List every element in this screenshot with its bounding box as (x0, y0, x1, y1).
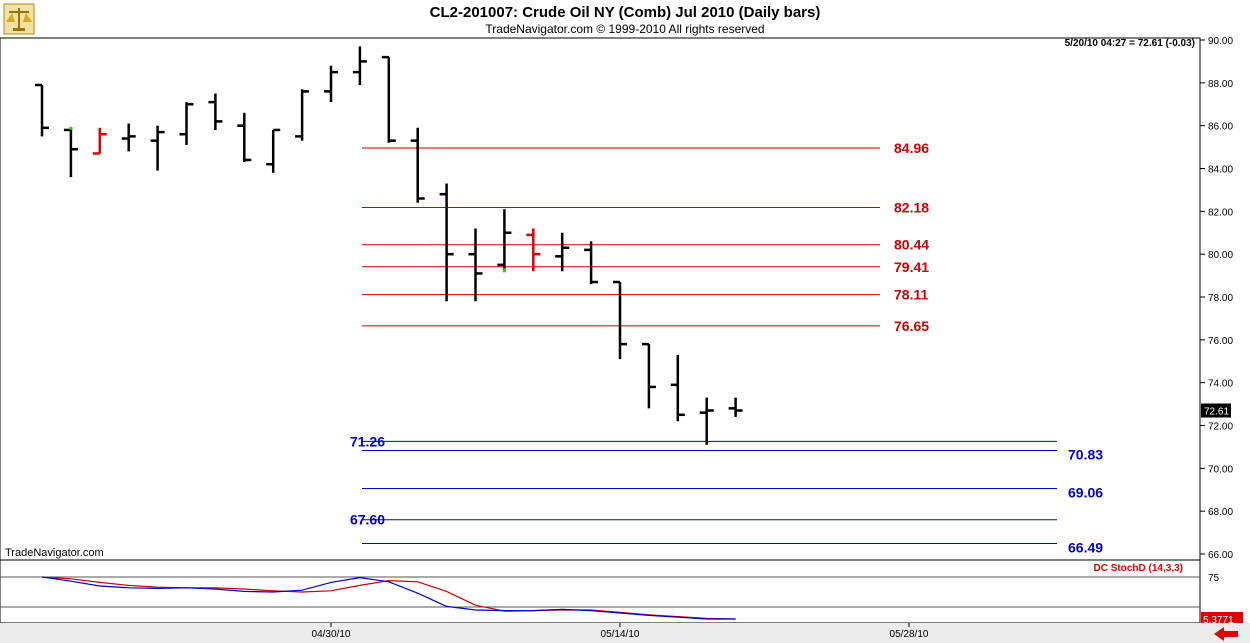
level-label: 84.96 (894, 140, 929, 156)
ohlc-bar (266, 128, 281, 173)
ohlc-bar (699, 397, 714, 445)
ohlc-bar (35, 83, 49, 137)
price-tick-label: 86.00 (1208, 122, 1233, 133)
time-axis-band (0, 623, 1250, 643)
price-levels: 84.96 82.18 80.44 79.41 78.11 76.65 71.26 70.83… (350, 140, 1103, 556)
price-tick-label: 84.00 (1208, 165, 1233, 176)
ohlc-bar (121, 123, 136, 152)
indicator-last-value: 5.3771 (1203, 615, 1234, 626)
ohlc-bar (613, 280, 627, 360)
level-label: 69.06 (1068, 484, 1103, 500)
signal-marker (69, 126, 73, 130)
stochastic-line (41, 576, 736, 620)
stochastic-line (41, 576, 736, 620)
level-label: 66.49 (1068, 540, 1103, 556)
price-bars (35, 46, 743, 445)
level-label: 67.60 (350, 512, 385, 528)
level-label: 71.26 (350, 433, 385, 449)
price-tick-label: 80.00 (1208, 250, 1233, 261)
ohlc-bar (439, 183, 454, 302)
ohlc-bar (670, 354, 685, 422)
ohlc-bar (641, 342, 656, 409)
indicator-lines (41, 576, 736, 620)
price-tick-label: 82.00 (1208, 207, 1233, 218)
last-price-tag: 72.61 (1201, 403, 1231, 418)
ohlc-bar (63, 126, 78, 178)
time-axis: 04/30/10 05/14/10 05/28/10 (312, 623, 929, 640)
chart-title: CL2-201007: Crude Oil NY (Comb) Jul 2010… (430, 4, 821, 21)
ohlc-bar (352, 46, 367, 85)
ohlc-bar (150, 125, 165, 171)
price-tick-label: 70.00 (1208, 464, 1233, 475)
copyright-text: TradeNavigator.com © 1999-2010 All right… (485, 22, 764, 36)
level-label: 76.65 (894, 318, 929, 334)
time-tick-label: 05/28/10 (890, 629, 929, 640)
ohlc-bar (208, 93, 223, 130)
watermark-text: TradeNavigator.com (5, 547, 104, 559)
indicator-panel (0, 559, 1201, 624)
time-tick-label: 04/30/10 (312, 629, 351, 640)
ohlc-bar (584, 241, 599, 285)
ohlc-bar (728, 397, 743, 417)
time-tick-label: 05/14/10 (601, 629, 640, 640)
logo-icon (3, 3, 35, 35)
ohlc-bar (237, 112, 252, 163)
price-tick-label: 90.00 (1208, 36, 1233, 47)
indicator-tick-label: 75 (1208, 573, 1220, 584)
price-tick-label: 72.00 (1208, 422, 1233, 433)
ohlc-bar (381, 55, 396, 143)
ohlc-bar (179, 102, 194, 145)
level-label: 82.18 (894, 199, 929, 215)
ohlc-bar (526, 228, 541, 272)
level-label: 70.83 (1068, 447, 1103, 463)
price-tick-label: 74.00 (1208, 379, 1233, 390)
price-axis: 90.00 88.00 86.00 84.00 82.00 80.00 78.00 76.00… (1200, 36, 1233, 561)
quote-readout: 5/20/10 04:27 = 72.61 (-0.03) (1065, 38, 1195, 49)
ohlc-bar (295, 89, 310, 141)
level-label: 80.44 (894, 237, 929, 253)
level-label: 78.11 (894, 287, 928, 303)
ohlc-bar (92, 127, 107, 155)
price-panel (0, 37, 1201, 561)
price-tick-label: 66.00 (1208, 550, 1233, 561)
indicator-title: DC StochD (14,3,3) (1094, 563, 1183, 574)
price-tick-label: 68.00 (1208, 507, 1233, 518)
ohlc-bar (468, 228, 483, 302)
last-price-label: 72.61 (1204, 407, 1229, 418)
ohlc-bar (555, 232, 570, 272)
ohlc-bar (410, 127, 425, 203)
price-tick-label: 76.00 (1208, 336, 1233, 347)
scroll-left-arrow-icon[interactable] (1210, 627, 1240, 641)
price-tick-label: 88.00 (1208, 79, 1233, 90)
level-label: 79.41 (894, 259, 929, 275)
indicator-axis: 75 5.3771 (0, 573, 1243, 626)
ohlc-bar (324, 65, 338, 103)
price-tick-label: 78.00 (1208, 293, 1233, 304)
ohlc-bar (497, 209, 512, 273)
signal-marker (502, 268, 506, 273)
